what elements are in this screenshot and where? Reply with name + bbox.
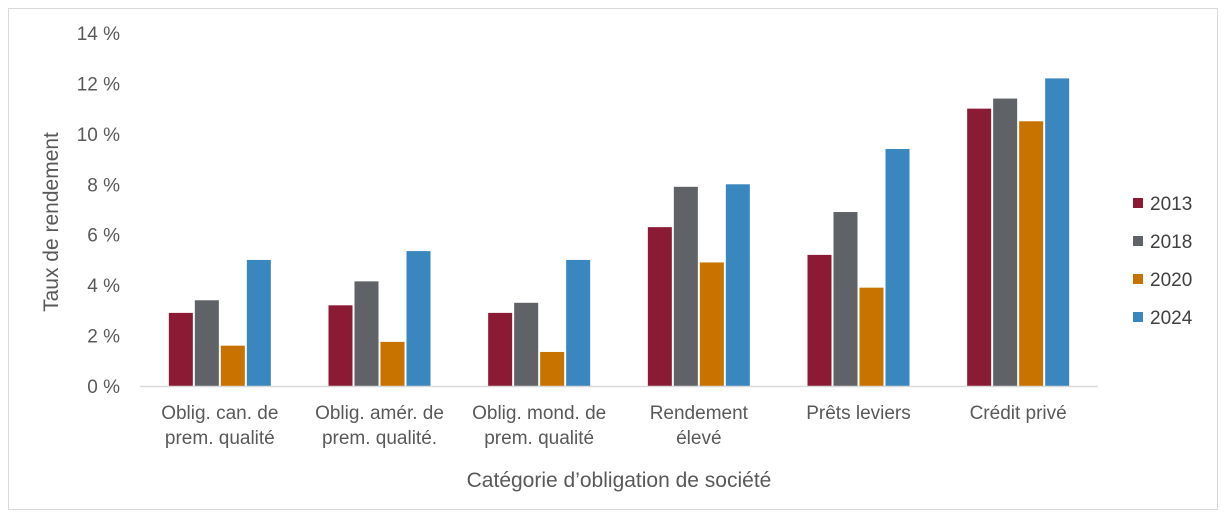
bar-2018-cat-1 (354, 281, 379, 386)
legend-label-2013: 2013 (1150, 194, 1192, 215)
bar-2013-cat-5 (967, 108, 992, 387)
y-tick-label: 14 % (77, 24, 120, 45)
bar-2018-cat-3 (673, 186, 698, 386)
x-tick-label: Oblig. mond. de prem. qualité (472, 403, 606, 449)
legend-label-2024: 2024 (1150, 308, 1193, 329)
bar-2018-cat-5 (993, 98, 1018, 387)
bar-2018-cat-0 (194, 300, 219, 386)
x-tick-label: Rendement élevé (650, 403, 749, 449)
x-tick-label: Oblig. amér. de prem. qualité. (315, 403, 444, 449)
bar-2013-cat-2 (488, 312, 513, 386)
bar-2020-cat-5 (1019, 121, 1044, 386)
bar-2020-cat-1 (380, 341, 405, 386)
bar-2013-cat-0 (168, 312, 193, 386)
bar-2013-cat-3 (647, 227, 672, 386)
bar-2024-cat-2 (566, 259, 591, 386)
legend-label-2020: 2020 (1150, 270, 1192, 291)
bar-2020-cat-3 (699, 262, 724, 386)
bar-2020-cat-4 (859, 287, 884, 386)
bar-2024-cat-3 (725, 184, 750, 386)
legend-swatch-2024 (1133, 312, 1143, 322)
y-tick-label: 12 % (77, 74, 120, 95)
x-axis-categories: Oblig. can. de prem. qualité Oblig. amér. … (161, 403, 1067, 449)
bar-2024-cat-0 (246, 259, 271, 386)
bar-2024-cat-4 (885, 148, 910, 386)
x-tick-label: Oblig. can. de prem. qualité (161, 403, 278, 449)
x-tick-label: Crédit privé (970, 403, 1067, 424)
legend: 2013 2018 2020 2024 (1133, 194, 1193, 329)
y-tick-label: 6 % (87, 226, 120, 247)
bar-2018-cat-4 (833, 212, 858, 386)
bars (168, 78, 1070, 387)
y-axis-ticks: 0 % 2 % 4 % 6 % 8 % 10 % 12 % 14 % (77, 24, 120, 398)
y-tick-label: 8 % (87, 175, 120, 196)
x-tick-label: Prêts leviers (806, 403, 911, 424)
y-tick-label: 2 % (87, 327, 120, 348)
legend-swatch-2020 (1133, 274, 1143, 284)
bar-2020-cat-0 (220, 345, 245, 386)
x-axis-title: Catégorie d’obligation de société (467, 469, 772, 492)
legend-swatch-2013 (1133, 198, 1143, 208)
bar-2013-cat-4 (807, 254, 832, 386)
y-tick-label: 4 % (87, 276, 120, 297)
bar-2018-cat-2 (514, 302, 539, 386)
y-tick-label: 10 % (77, 125, 120, 146)
legend-label-2018: 2018 (1150, 232, 1192, 253)
legend-swatch-2018 (1133, 236, 1143, 246)
bar-2013-cat-1 (328, 305, 353, 386)
bar-2020-cat-2 (540, 351, 565, 386)
y-axis-title: Taux de rendement (40, 132, 63, 312)
bar-2024-cat-5 (1045, 78, 1070, 386)
bar-2024-cat-1 (406, 251, 431, 386)
y-tick-label: 0 % (87, 377, 120, 398)
